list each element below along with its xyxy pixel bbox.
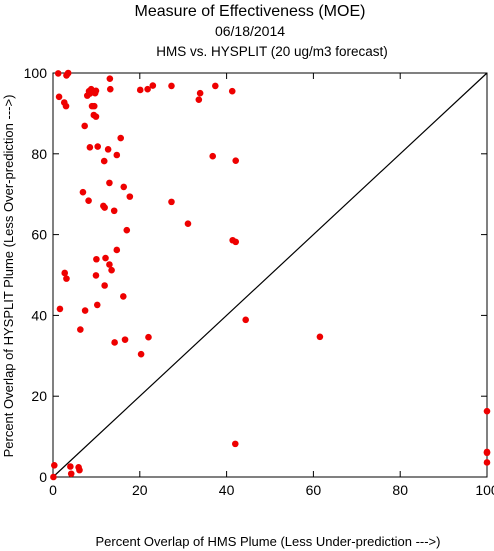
data-point <box>81 307 89 314</box>
x-tick-label: 80 <box>392 482 408 498</box>
data-point <box>91 89 99 97</box>
data-point <box>228 87 236 95</box>
data-point <box>149 82 157 89</box>
x-tick-label: 0 <box>49 482 57 498</box>
data-point <box>101 204 108 211</box>
y-tick-label: 0 <box>39 469 47 485</box>
data-point <box>483 459 491 466</box>
data-point <box>76 466 83 474</box>
data-point <box>61 269 69 277</box>
data-point <box>111 339 118 346</box>
data-point <box>113 151 121 159</box>
data-point <box>123 226 131 234</box>
data-point <box>56 305 64 313</box>
data-point <box>67 463 74 470</box>
chart-subtitle: HMS vs. HYSPLIT (20 ug/m3 forecast) <box>156 44 388 59</box>
data-point <box>117 134 125 142</box>
data-point <box>110 207 118 215</box>
y-tick-label: 80 <box>31 146 47 162</box>
data-point <box>106 85 114 93</box>
data-point <box>316 333 324 341</box>
data-point <box>63 275 70 282</box>
y-tick-label: 40 <box>31 307 47 323</box>
y-axis-ticks: 0 20 40 60 80 100 <box>24 65 487 485</box>
data-point <box>90 102 98 110</box>
data-point <box>50 473 57 481</box>
data-point <box>168 82 175 90</box>
data-point <box>63 72 70 79</box>
data-point <box>106 179 113 187</box>
x-tick-label: 40 <box>219 482 235 498</box>
data-points <box>50 69 491 481</box>
data-point <box>83 92 91 99</box>
one-to-one-reference-line <box>52 72 488 478</box>
data-point <box>483 407 491 415</box>
y-tick-label: 100 <box>24 65 48 81</box>
data-point <box>231 440 239 448</box>
data-point <box>195 96 203 103</box>
data-point <box>108 266 115 274</box>
data-point <box>55 93 63 101</box>
data-point <box>120 183 128 191</box>
data-point <box>106 261 113 268</box>
y-axis-label: Percent Overlap of HYSPLIT Plume (Less O… <box>1 95 16 458</box>
data-point <box>184 220 192 227</box>
data-point <box>93 301 101 309</box>
x-tick-label: 100 <box>475 482 494 498</box>
plot-frame <box>52 72 488 478</box>
data-point <box>137 350 145 358</box>
chart-date: 06/18/2014 <box>215 23 285 39</box>
y-tick-label: 20 <box>31 388 47 404</box>
data-point <box>79 188 87 196</box>
data-point <box>81 122 88 130</box>
data-point <box>242 316 249 324</box>
data-point <box>136 86 144 94</box>
data-point <box>145 333 152 341</box>
data-point <box>209 152 217 160</box>
data-point <box>144 85 151 93</box>
data-point <box>94 143 102 150</box>
data-point <box>483 449 491 457</box>
x-tick-label: 20 <box>132 482 148 498</box>
data-point <box>77 326 84 333</box>
chart-title: Measure of Effectiveness (MOE) <box>135 3 366 20</box>
data-point <box>100 157 108 165</box>
data-point <box>168 198 175 206</box>
data-point <box>121 336 129 343</box>
x-axis-label: Percent Overlap of HMS Plume (Less Under… <box>96 534 441 549</box>
data-point <box>212 82 219 90</box>
data-point <box>101 282 108 289</box>
data-point <box>85 197 92 204</box>
data-point <box>92 272 100 279</box>
data-point <box>196 89 204 97</box>
data-point <box>120 293 127 300</box>
y-tick-label: 60 <box>31 227 47 243</box>
data-point <box>104 146 112 153</box>
data-point <box>113 246 121 254</box>
data-point <box>54 70 62 77</box>
data-point <box>106 75 114 82</box>
data-point <box>102 254 109 262</box>
data-point <box>67 470 75 478</box>
data-point <box>86 144 94 151</box>
data-point <box>232 157 240 164</box>
data-point <box>62 102 70 110</box>
data-point <box>93 255 100 263</box>
data-point <box>126 193 134 200</box>
data-point <box>92 113 100 120</box>
x-tick-label: 60 <box>306 482 322 498</box>
data-point <box>232 238 240 246</box>
data-point <box>51 461 58 469</box>
x-axis-ticks: 0 20 40 60 80 100 <box>49 73 494 498</box>
